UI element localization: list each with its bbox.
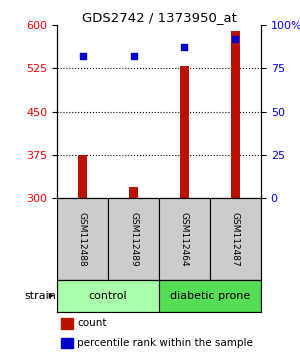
- Title: GDS2742 / 1373950_at: GDS2742 / 1373950_at: [82, 11, 236, 24]
- Point: [182, 45, 187, 50]
- Bar: [108, 198, 159, 280]
- Text: GSM112464: GSM112464: [180, 212, 189, 266]
- Text: GSM112489: GSM112489: [129, 212, 138, 266]
- Bar: [159, 280, 261, 312]
- Text: strain: strain: [24, 291, 56, 301]
- Point: [233, 36, 238, 41]
- Bar: [57, 198, 108, 280]
- Text: control: control: [89, 291, 127, 301]
- Bar: [159, 198, 210, 280]
- Bar: [61, 318, 73, 329]
- Text: GSM112488: GSM112488: [78, 212, 87, 266]
- Bar: [78, 155, 87, 198]
- Text: percentile rank within the sample: percentile rank within the sample: [77, 338, 253, 348]
- Text: GSM112487: GSM112487: [231, 212, 240, 266]
- Text: diabetic prone: diabetic prone: [170, 291, 250, 301]
- Point: [80, 53, 85, 59]
- Point: [131, 53, 136, 59]
- Bar: [231, 30, 240, 198]
- Bar: [61, 338, 73, 348]
- Bar: [180, 67, 189, 198]
- Bar: [210, 198, 261, 280]
- Text: count: count: [77, 318, 107, 329]
- Bar: [129, 187, 138, 198]
- Bar: [57, 280, 159, 312]
